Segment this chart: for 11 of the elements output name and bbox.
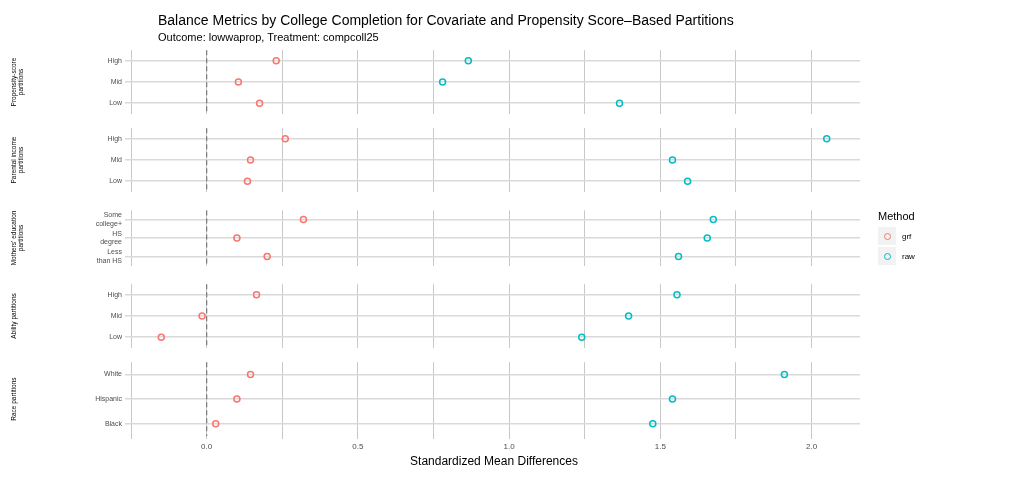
legend-title: Method xyxy=(878,210,916,222)
x-tick-label: 1.5 xyxy=(654,442,667,451)
x-tick-label: 0.5 xyxy=(352,442,364,451)
legend-label: grf xyxy=(902,231,912,241)
x-tick-label: 0.0 xyxy=(201,442,213,451)
legend-label: raw xyxy=(902,251,915,261)
x-axis-title: Standardized Mean Differences xyxy=(410,454,578,469)
x-tick-label: 2.0 xyxy=(806,442,818,451)
chart-title: Balance Metrics by College Completion for Covariate and Propensity Score–Based Partitions xyxy=(158,12,735,28)
chart-subtitle: Outcome: lowwaprop, Treatment: compcoll25 xyxy=(158,31,380,43)
x-tick-label: 1.0 xyxy=(503,442,516,451)
